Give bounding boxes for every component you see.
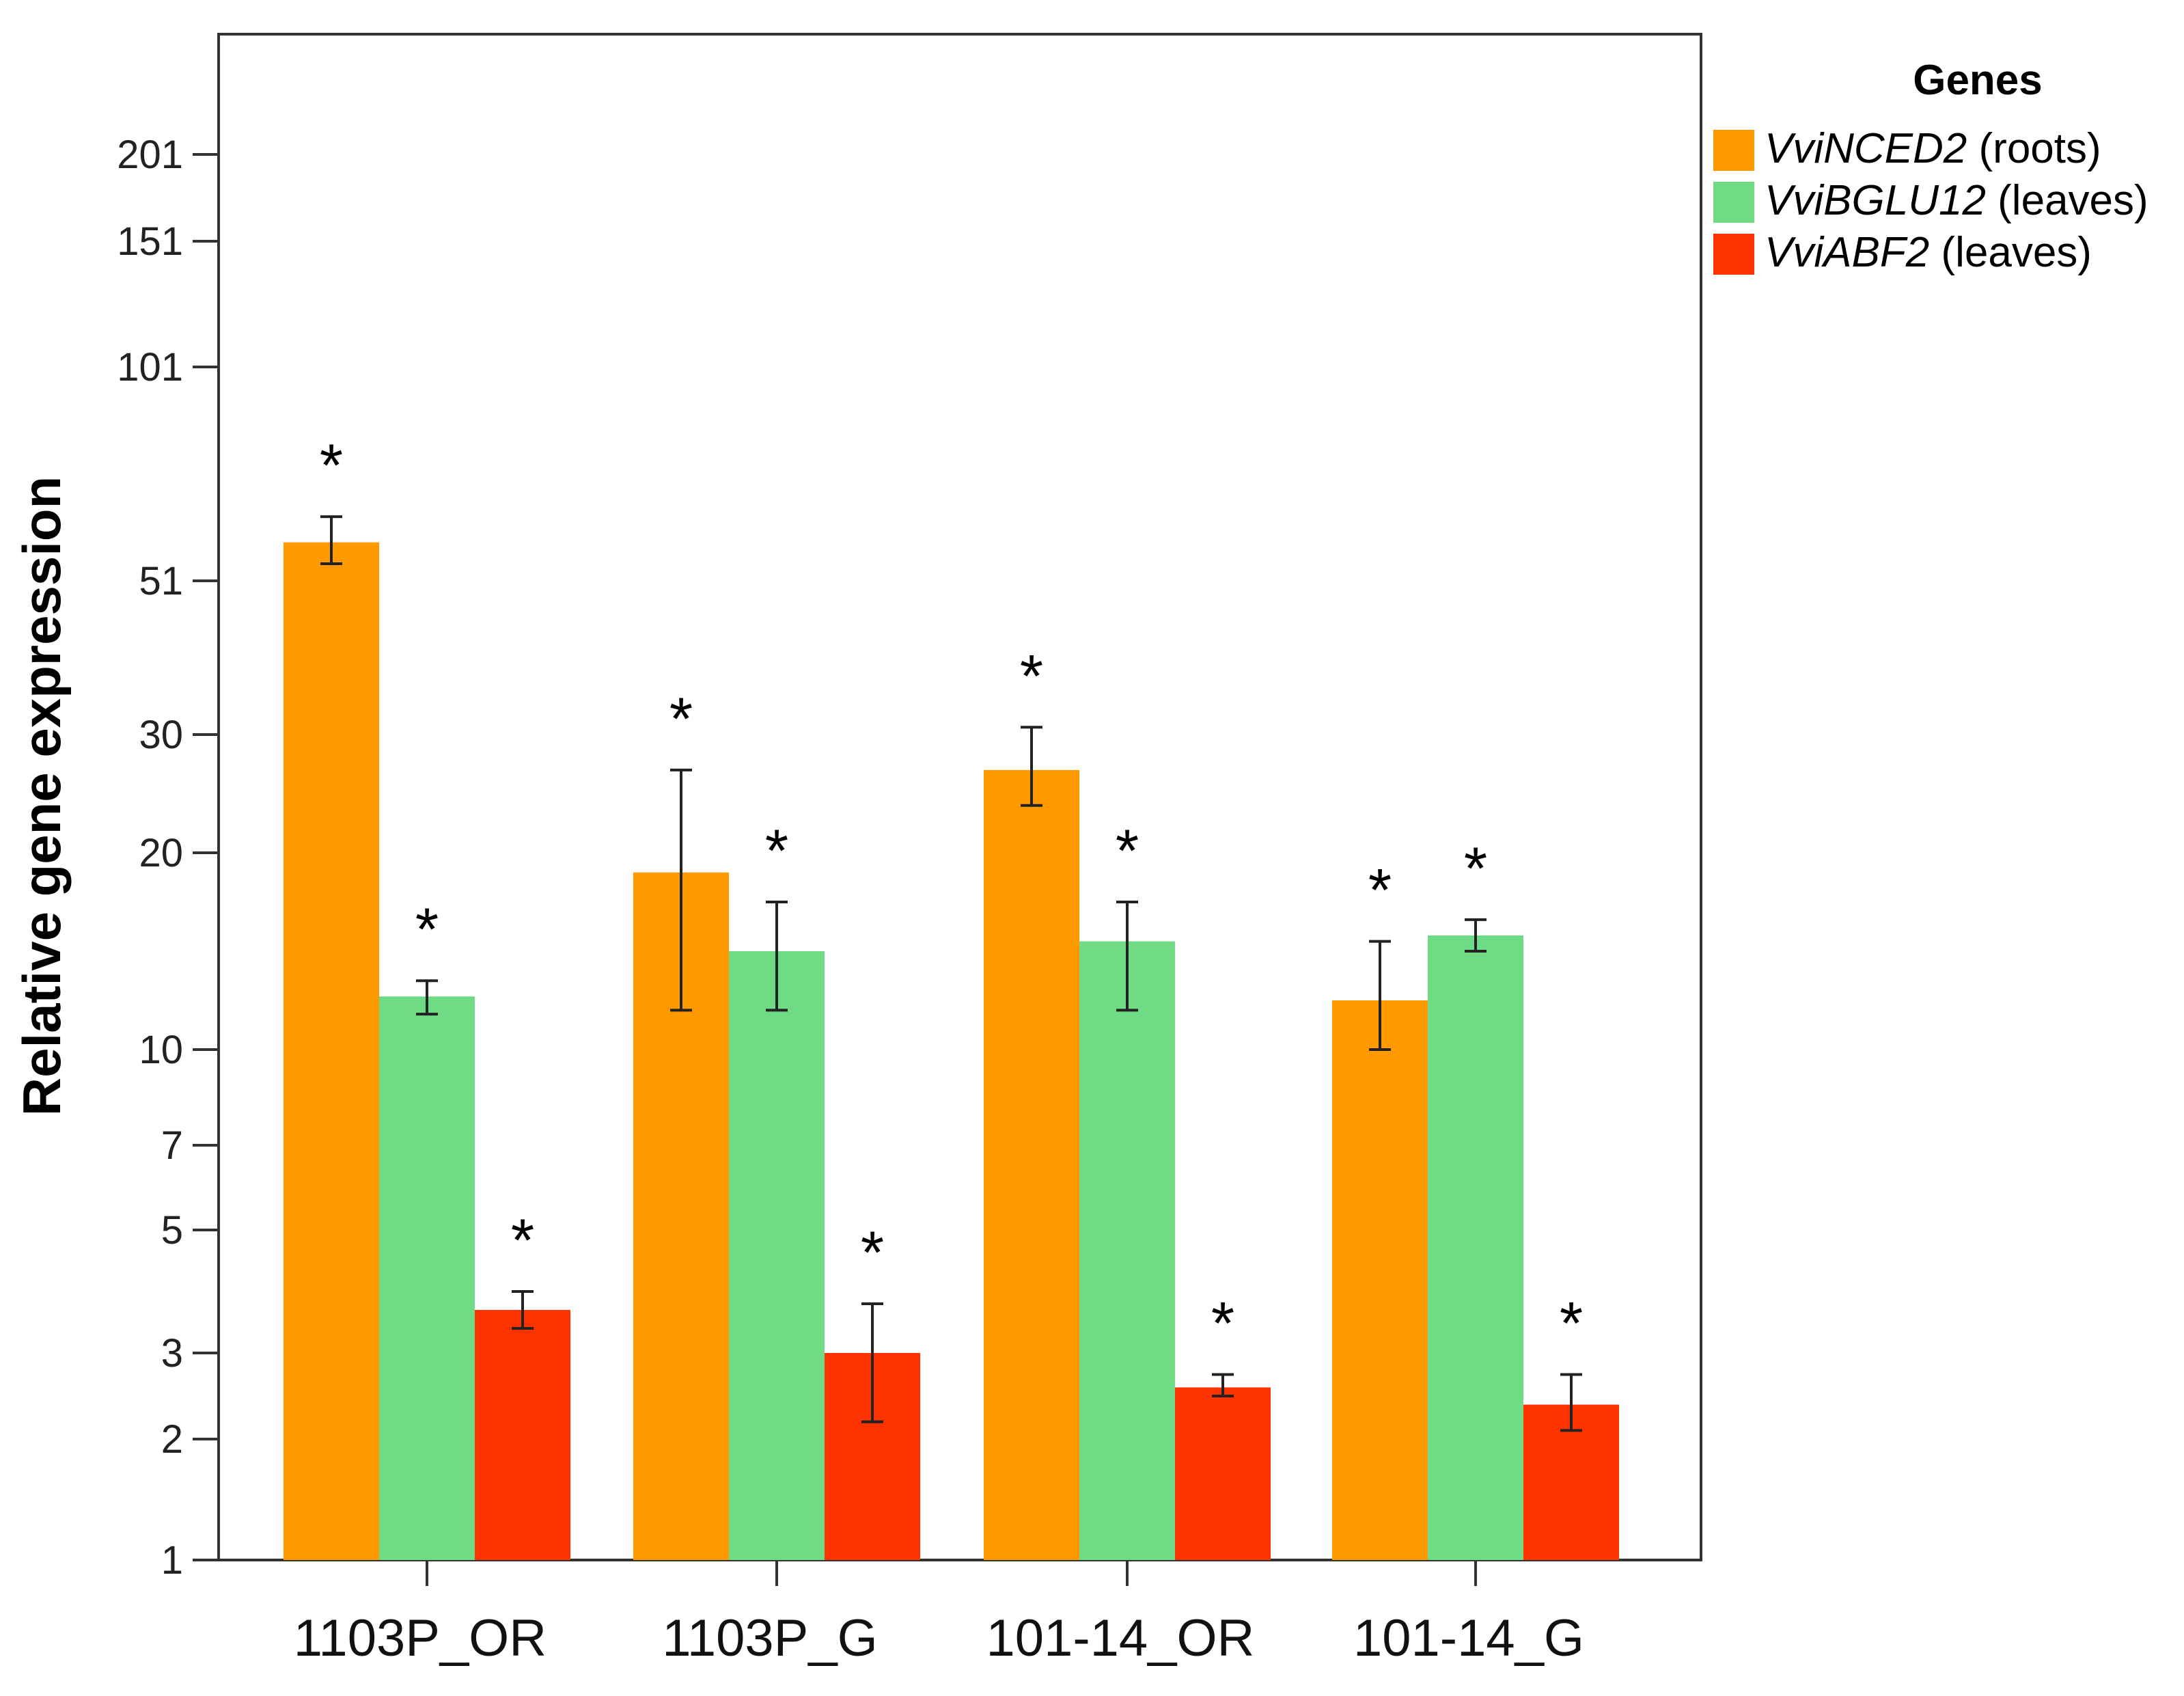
y-tick-label: 30: [139, 713, 183, 757]
legend-tissue: (leaves): [1929, 229, 2092, 276]
x-category-label: 1103P_G: [662, 1609, 878, 1667]
legend-title: Genes: [1913, 57, 2043, 104]
legend-entry: VviNCED2 (roots): [1765, 125, 2101, 172]
bar: [984, 769, 1079, 1560]
y-tick-label: 1: [161, 1538, 183, 1583]
legend-entry: VviBGLU12 (leaves): [1765, 177, 2148, 224]
legend-tissue: (roots): [1967, 125, 2101, 172]
significance-markers: * * * * * * * * * * * *: [320, 431, 1583, 1356]
legend-swatch: [1713, 182, 1754, 223]
y-tick-label: 3: [161, 1331, 183, 1376]
bar: [475, 1310, 570, 1560]
legend: Genes VviNCED2 (roots) VviBGLU12 (leaves)…: [1713, 57, 2148, 276]
bar: [1175, 1387, 1271, 1560]
y-tick-label: 51: [139, 559, 183, 603]
legend-entry: VviABF2 (leaves): [1765, 229, 2092, 276]
y-tick-label: 151: [117, 219, 183, 264]
significance-star: *: [1211, 1289, 1234, 1357]
significance-star: *: [511, 1206, 534, 1274]
legend-tissue: (leaves): [1986, 177, 2148, 224]
y-axis: 1 2 3 5 7 10 20 30 51 101 151 201: [117, 133, 219, 1583]
bar: [1079, 941, 1175, 1560]
y-tick-label: 20: [139, 831, 183, 875]
plot-area-frame: [217, 33, 1702, 1561]
legend-gene-name: VviNCED2: [1765, 125, 1967, 172]
bar: [1332, 1000, 1428, 1560]
significance-star: *: [1020, 642, 1043, 709]
bar: [729, 951, 825, 1560]
x-axis: 1103P_OR 1103P_G 101-14_OR 101-14_G: [294, 1560, 1584, 1667]
significance-star: *: [1368, 856, 1392, 924]
y-tick-label: 2: [161, 1417, 183, 1462]
bar: [284, 542, 379, 1561]
significance-star: *: [1464, 834, 1487, 902]
x-category-label: 101-14_OR: [986, 1609, 1255, 1667]
significance-star: *: [1560, 1289, 1583, 1357]
legend-gene-name: VviBGLU12: [1765, 177, 1986, 224]
x-category-label: 101-14_G: [1353, 1609, 1584, 1667]
y-axis-label: Relative gene expression: [12, 476, 72, 1116]
y-tick-label: 10: [139, 1028, 183, 1072]
significance-star: *: [765, 817, 788, 884]
y-tick-label: 201: [117, 133, 183, 177]
y-tick-label: 5: [161, 1208, 183, 1253]
y-tick-label: 7: [161, 1123, 183, 1168]
y-tick-label: 101: [117, 345, 183, 389]
bar: [1428, 935, 1523, 1560]
significance-star: *: [669, 685, 693, 752]
x-category-label: 1103P_OR: [294, 1609, 547, 1667]
significance-star: *: [415, 895, 439, 963]
significance-star: *: [1116, 817, 1139, 884]
significance-star: *: [861, 1218, 884, 1286]
legend-swatch: [1713, 130, 1754, 171]
error-bar-group: [320, 515, 1582, 1432]
bar: [379, 996, 475, 1560]
legend-swatch: [1713, 234, 1754, 275]
significance-star: *: [320, 431, 343, 499]
legend-gene-name: VviABF2: [1765, 229, 1929, 276]
bar-series-group: [284, 542, 1619, 1561]
